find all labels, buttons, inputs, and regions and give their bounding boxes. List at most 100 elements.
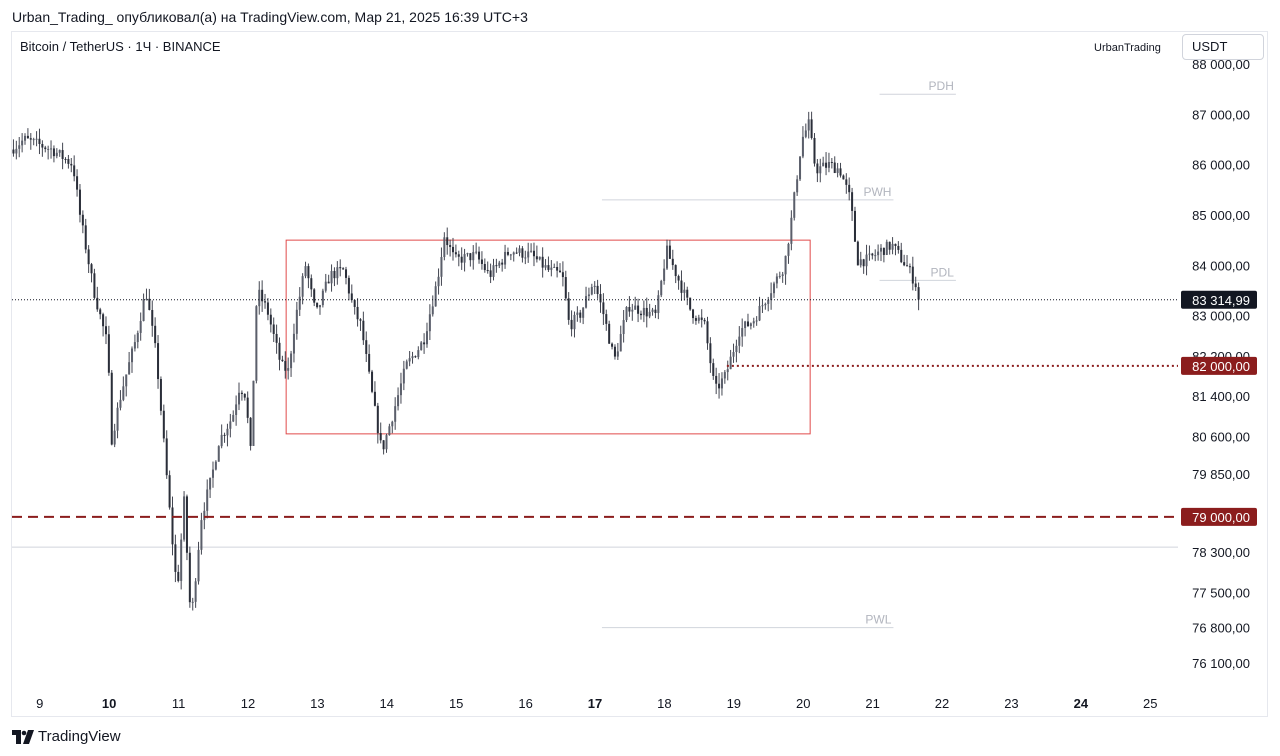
candle-body-177 [524,257,527,259]
candle-body-197 [582,307,585,318]
range-box[interactable] [285,239,811,435]
candle-body-166 [492,265,495,277]
candle-body-89 [269,314,272,325]
tradingview-logo-icon[interactable] [12,729,34,744]
candle-body-229 [674,265,677,277]
candle-body-174 [515,252,518,254]
candle-body-267 [784,255,787,275]
candle-body-36 [116,407,119,431]
y-tick-label-12: 76 800,00 [1192,621,1250,636]
candle-body-248 [729,356,732,370]
candle-body-149 [443,237,446,257]
candle-body-142 [423,342,426,345]
candle-body-61 [188,552,191,603]
candle-body-60 [185,496,188,553]
candle-body-33 [107,334,110,373]
candle-body-218 [642,307,645,316]
candle-body-309 [906,265,909,267]
candle-body-306 [897,245,900,250]
candle-body-221 [651,309,654,312]
candle-body-50 [157,343,160,380]
candle-body-255 [749,323,752,327]
candle-body-24 [81,214,84,226]
candle-body-301 [882,247,885,255]
author-name[interactable]: Urban_Trading_ [12,9,113,25]
x-tick-label-25: 25 [1143,696,1157,711]
candle-body-17 [61,150,64,159]
candle-body-29 [96,297,99,310]
candle-body-1 [15,148,18,154]
candle-body-257 [755,320,758,322]
x-tick-label-16: 16 [518,696,532,711]
candle-body-93 [281,359,284,362]
candle-body-173 [512,252,515,255]
candle-body-209 [616,351,619,357]
candle-body-214 [631,309,634,312]
candle-body-237 [697,317,700,321]
candle-body-264 [775,276,778,284]
candle-body-308 [903,262,906,266]
candle-body-260 [764,303,767,306]
candle-body-188 [556,266,559,271]
candle-body-150 [446,237,449,246]
currency-selector[interactable]: USDT [1182,34,1264,60]
candle-body-139 [414,356,417,358]
candle-body-19 [67,159,70,164]
candle-body-242 [712,363,715,376]
candle-body-107 [321,290,324,306]
candle-body-100 [301,276,304,297]
y-tick-label-0: 88 000,00 [1192,57,1250,72]
candle-body-156 [463,254,466,263]
candle-body-159 [472,252,475,261]
candle-body-274 [804,130,807,137]
footer-brand[interactable]: TradingView [38,728,121,745]
candle-body-234 [689,297,692,310]
candle-body-103 [310,278,313,290]
candle-body-266 [781,274,784,276]
candle-body-101 [304,266,307,277]
candle-body-180 [532,250,535,257]
candle-body-74 [226,428,229,436]
candle-body-292 [856,241,859,266]
candle-body-23 [78,189,81,215]
candle-body-125 [373,391,376,406]
y-tick-label-5: 83 000,00 [1192,309,1250,324]
x-tick-label-24: 24 [1074,696,1089,711]
current-price-badge-bg [1181,290,1257,309]
candle-body-137 [408,358,411,362]
candle-body-14 [52,148,55,157]
candle-body-232 [683,289,686,293]
candle-body-55 [171,507,174,545]
candle-body-303 [888,241,891,250]
candle-body-185 [547,265,550,270]
candle-body-57 [177,571,180,581]
candle-body-32 [104,326,107,335]
candle-body-201 [593,285,596,287]
y-tick-label-13: 76 100,00 [1192,656,1250,671]
candle-body-295 [865,254,868,267]
candle-body-15 [55,152,58,157]
candle-body-3 [21,140,24,146]
candle-body-228 [671,258,674,266]
candle-body-312 [914,283,917,288]
candle-body-298 [874,255,877,257]
candle-body-280 [822,162,825,167]
candle-body-26 [87,249,90,265]
key-level-badge-1-text: 79 000,00 [1192,510,1250,525]
candle-body-241 [709,343,712,364]
candle-body-146 [434,286,437,307]
candle-body-176 [521,248,524,258]
y-tick-label-7: 81 400,00 [1192,389,1250,404]
x-tick-label-10: 10 [102,696,116,711]
candle-body-95 [287,368,290,371]
candle-body-20 [70,163,73,166]
candle-body-269 [790,217,793,244]
candle-body-179 [530,250,533,252]
x-tick-label-13: 13 [310,696,324,711]
candle-body-261 [767,299,770,304]
candle-body-59 [183,496,186,540]
candle-body-212 [625,306,628,321]
candle-body-231 [680,280,683,293]
candle-body-118 [353,300,356,307]
